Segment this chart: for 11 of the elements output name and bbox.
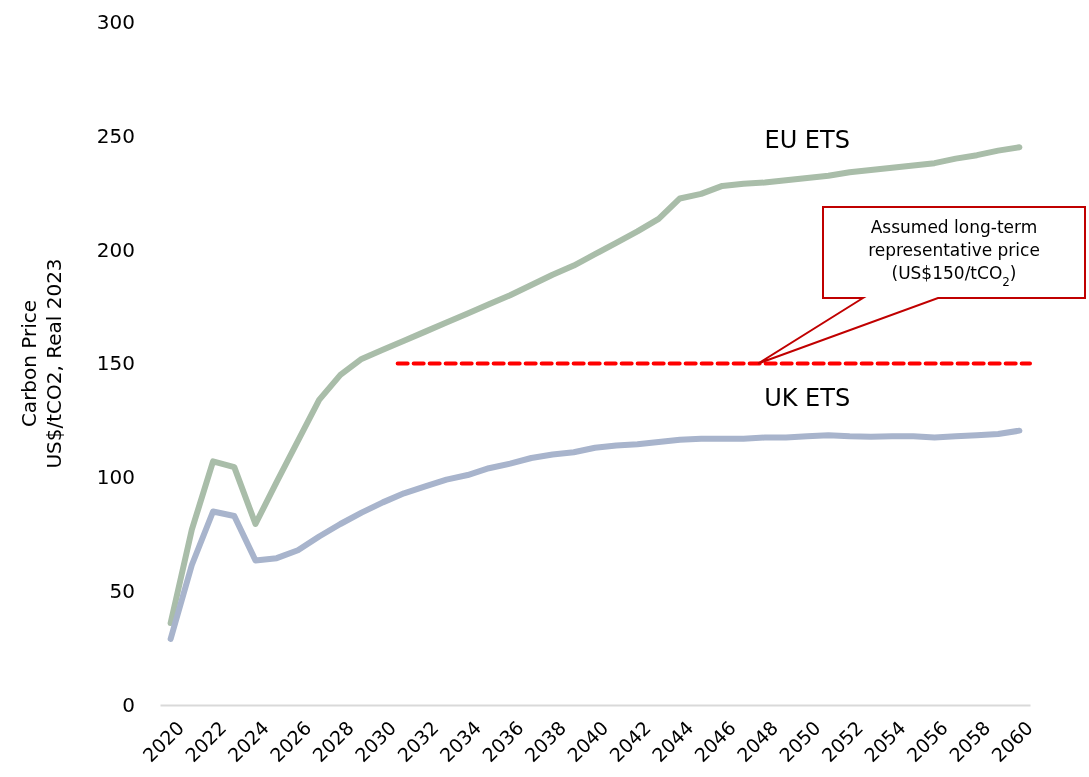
y-tick-label: 150	[96, 351, 135, 376]
y-tick-label: 200	[96, 237, 135, 262]
annotation: Assumed long-term representative price (US$150/tCO$_{2}$)	[868, 217, 1040, 289]
series-label: UK ETS	[764, 384, 851, 413]
y-tick-label: 50	[109, 579, 135, 604]
y-axis-title: Carbon Price US$/tCO2, Real 2023	[17, 258, 66, 469]
y-tick-label: 250	[96, 123, 135, 148]
y-tick-label: 300	[96, 9, 135, 34]
y-tick-label: 0	[122, 692, 135, 717]
y-tick-label: 100	[96, 465, 135, 490]
series-label: EU ETS	[764, 125, 850, 154]
